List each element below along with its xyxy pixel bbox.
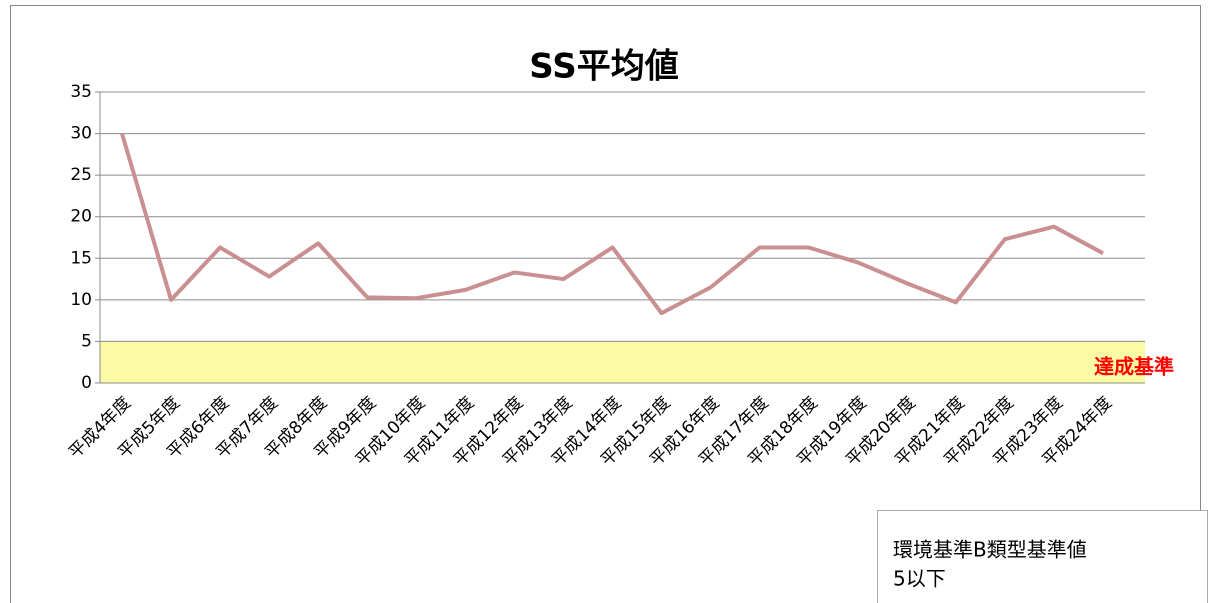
y-tick-label: 5	[81, 331, 92, 351]
threshold-band	[100, 341, 1145, 383]
chart-border	[10, 5, 1201, 603]
y-tick-label: 25	[70, 165, 92, 185]
y-tick-label: 15	[70, 248, 92, 268]
threshold-label: 達成基準	[1094, 355, 1174, 379]
note-text: 5以下	[893, 567, 946, 591]
y-tick-label: 35	[70, 82, 92, 102]
y-tick-label: 10	[70, 290, 92, 310]
note-text: 環境基準B類型基準値	[893, 538, 1087, 562]
y-tick-label: 20	[70, 207, 92, 227]
y-tick-label: 0	[81, 373, 92, 393]
note-box	[877, 510, 1208, 603]
y-tick-label: 30	[70, 124, 92, 144]
data-line	[120, 133, 1104, 316]
chart-title: SS平均値	[529, 47, 678, 87]
